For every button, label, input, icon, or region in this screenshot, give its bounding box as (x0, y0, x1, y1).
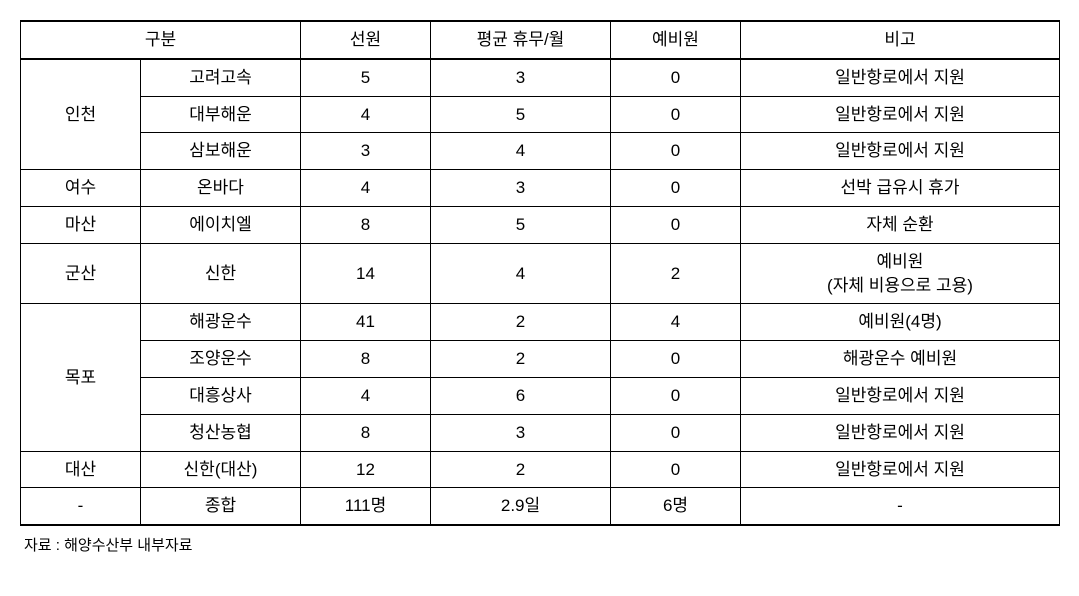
cell-region: 여수 (21, 170, 141, 207)
footnote: 자료 : 해양수산부 내부자료 (20, 534, 1059, 555)
table-row: 대산신한(대산)1220일반항로에서 지원 (21, 451, 1060, 488)
cell-avg-rest: 4 (431, 133, 611, 170)
table-row: 목포해광운수4124예비원(4명) (21, 304, 1060, 341)
header-avg-rest: 평균 휴무/월 (431, 21, 611, 59)
cell-crew: 14 (301, 243, 431, 304)
cell-reserve: 0 (611, 133, 741, 170)
header-crew: 선원 (301, 21, 431, 59)
cell-crew: 41 (301, 304, 431, 341)
cell-note: 일반항로에서 지원 (741, 377, 1060, 414)
cell-avg-rest: 3 (431, 59, 611, 96)
cell-reserve: 0 (611, 451, 741, 488)
cell-avg-rest: 2 (431, 341, 611, 378)
cell-crew: 111명 (301, 488, 431, 525)
header-reserve: 예비원 (611, 21, 741, 59)
cell-crew: 4 (301, 377, 431, 414)
cell-company: 해광운수 (141, 304, 301, 341)
cell-region: 목포 (21, 304, 141, 451)
cell-reserve: 0 (611, 59, 741, 96)
cell-company: 신한 (141, 243, 301, 304)
cell-reserve: 0 (611, 206, 741, 243)
cell-note: 예비원(자체 비용으로 고용) (741, 243, 1060, 304)
cell-reserve: 2 (611, 243, 741, 304)
cell-region: 대산 (21, 451, 141, 488)
cell-avg-rest: 6 (431, 377, 611, 414)
table-row: 군산신한1442예비원(자체 비용으로 고용) (21, 243, 1060, 304)
table-row: 인천고려고속530일반항로에서 지원 (21, 59, 1060, 96)
cell-avg-rest: 2.9일 (431, 488, 611, 525)
table-row: 삼보해운340일반항로에서 지원 (21, 133, 1060, 170)
header-category: 구분 (21, 21, 301, 59)
cell-reserve: 0 (611, 377, 741, 414)
cell-company: 대부해운 (141, 96, 301, 133)
cell-company: 에이치엘 (141, 206, 301, 243)
cell-crew: 8 (301, 206, 431, 243)
cell-company: 신한(대산) (141, 451, 301, 488)
cell-avg-rest: 5 (431, 206, 611, 243)
table-row: -종합111명2.9일6명- (21, 488, 1060, 525)
table-row: 대부해운450일반항로에서 지원 (21, 96, 1060, 133)
cell-avg-rest: 3 (431, 414, 611, 451)
cell-crew: 12 (301, 451, 431, 488)
table-row: 조양운수820해광운수 예비원 (21, 341, 1060, 378)
cell-note: 일반항로에서 지원 (741, 96, 1060, 133)
cell-crew: 8 (301, 414, 431, 451)
cell-avg-rest: 2 (431, 451, 611, 488)
cell-reserve: 0 (611, 170, 741, 207)
cell-region: - (21, 488, 141, 525)
cell-note: 자체 순환 (741, 206, 1060, 243)
cell-crew: 3 (301, 133, 431, 170)
table-body: 인천고려고속530일반항로에서 지원대부해운450일반항로에서 지원삼보해운34… (21, 59, 1060, 525)
cell-company: 온바다 (141, 170, 301, 207)
cell-note: 일반항로에서 지원 (741, 414, 1060, 451)
cell-note: 일반항로에서 지원 (741, 451, 1060, 488)
cell-company: 삼보해운 (141, 133, 301, 170)
cell-reserve: 0 (611, 96, 741, 133)
data-table: 구분 선원 평균 휴무/월 예비원 비고 인천고려고속530일반항로에서 지원대… (20, 20, 1060, 526)
cell-crew: 4 (301, 170, 431, 207)
cell-crew: 5 (301, 59, 431, 96)
cell-note: 선박 급유시 휴가 (741, 170, 1060, 207)
cell-avg-rest: 5 (431, 96, 611, 133)
cell-company: 조양운수 (141, 341, 301, 378)
table-row: 대흥상사460일반항로에서 지원 (21, 377, 1060, 414)
cell-crew: 8 (301, 341, 431, 378)
cell-avg-rest: 4 (431, 243, 611, 304)
cell-avg-rest: 2 (431, 304, 611, 341)
cell-reserve: 0 (611, 341, 741, 378)
table-row: 여수온바다430선박 급유시 휴가 (21, 170, 1060, 207)
cell-company: 대흥상사 (141, 377, 301, 414)
cell-reserve: 0 (611, 414, 741, 451)
cell-note: 예비원(4명) (741, 304, 1060, 341)
cell-note: 해광운수 예비원 (741, 341, 1060, 378)
table-header-row: 구분 선원 평균 휴무/월 예비원 비고 (21, 21, 1060, 59)
cell-reserve: 4 (611, 304, 741, 341)
cell-region: 인천 (21, 59, 141, 170)
cell-note: 일반항로에서 지원 (741, 133, 1060, 170)
cell-note: 일반항로에서 지원 (741, 59, 1060, 96)
table-row: 마산에이치엘850자체 순환 (21, 206, 1060, 243)
cell-note: - (741, 488, 1060, 525)
cell-region: 군산 (21, 243, 141, 304)
cell-crew: 4 (301, 96, 431, 133)
header-note: 비고 (741, 21, 1060, 59)
cell-region: 마산 (21, 206, 141, 243)
table-row: 청산농협830일반항로에서 지원 (21, 414, 1060, 451)
cell-company: 고려고속 (141, 59, 301, 96)
cell-company: 청산농협 (141, 414, 301, 451)
cell-reserve: 6명 (611, 488, 741, 525)
cell-avg-rest: 3 (431, 170, 611, 207)
cell-company: 종합 (141, 488, 301, 525)
